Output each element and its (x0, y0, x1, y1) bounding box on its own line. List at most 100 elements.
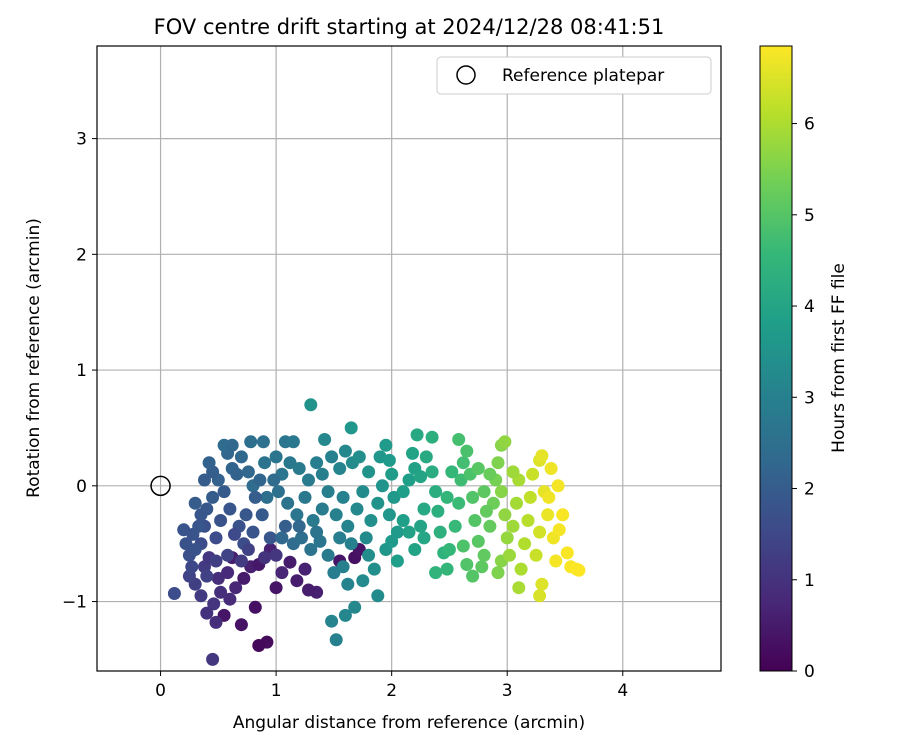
data-point (390, 554, 404, 568)
data-point (471, 534, 485, 548)
data-point (367, 562, 381, 576)
x-tick-label: 0 (155, 681, 166, 701)
data-point (414, 470, 428, 484)
x-axis-label: Angular distance from reference (arcmin) (233, 713, 585, 733)
data-point (506, 519, 520, 533)
legend-marker (456, 65, 476, 85)
data-point (535, 577, 549, 591)
data-point (452, 496, 466, 510)
data-point (456, 456, 470, 470)
data-point (230, 467, 244, 481)
colorbar-bar (759, 45, 793, 672)
data-point (207, 597, 221, 611)
data-point (206, 490, 220, 504)
legend-label: Reference platepar (502, 66, 664, 86)
data-point (298, 490, 312, 504)
data-point (544, 462, 558, 475)
data-point (306, 514, 320, 527)
x-tick-label: 4 (617, 681, 628, 701)
data-point (321, 485, 335, 499)
data-point (429, 566, 443, 580)
data-point (256, 435, 270, 449)
data-point (239, 508, 253, 522)
data-point (234, 618, 248, 632)
data-point (246, 525, 260, 539)
data-point (390, 525, 404, 539)
data-point (498, 435, 512, 449)
data-point (338, 608, 352, 622)
data-point (341, 519, 355, 533)
y-tick-label: 0 (76, 477, 87, 497)
data-point (192, 519, 206, 533)
data-point (518, 537, 532, 551)
data-point (292, 519, 306, 533)
data-point (271, 485, 285, 499)
data-point (460, 444, 474, 458)
data-point (209, 615, 223, 629)
data-point (396, 485, 410, 499)
data-point (533, 589, 547, 603)
legend: Reference platepar (436, 56, 712, 95)
data-point (229, 581, 243, 595)
data-point (194, 589, 208, 603)
x-tick-label: 1 (271, 681, 282, 701)
data-point (440, 490, 454, 504)
data-point (466, 490, 480, 504)
data-point (396, 514, 410, 527)
data-point (375, 479, 389, 493)
data-point (225, 438, 239, 452)
y-axis-label: Rotation from reference (arcmin) (24, 218, 44, 498)
data-point (338, 444, 352, 458)
data-point (506, 465, 520, 479)
data-point (402, 525, 416, 539)
data-point (263, 531, 277, 545)
legend-box (436, 56, 712, 95)
data-point (304, 543, 318, 556)
data-point (460, 558, 474, 571)
x-tick-label: 3 (502, 681, 513, 701)
y-tick-label: 3 (76, 130, 87, 150)
data-point (200, 569, 214, 583)
data-point (198, 473, 211, 487)
data-point (491, 566, 505, 580)
data-point (329, 633, 343, 647)
data-point (290, 508, 304, 522)
data-point (503, 548, 516, 562)
data-point (209, 531, 223, 545)
data-point (217, 485, 231, 499)
data-point (494, 485, 508, 499)
data-point (479, 504, 493, 518)
data-point (278, 519, 292, 533)
data-point (541, 508, 555, 522)
data-point (286, 435, 300, 449)
data-point (526, 467, 540, 481)
data-point (185, 560, 199, 574)
data-point (206, 652, 220, 666)
data-point (452, 433, 466, 446)
colorbar-tick-label: 4 (804, 297, 815, 317)
colorbar-tick-label: 2 (804, 480, 815, 500)
data-point (477, 548, 491, 562)
data-point (551, 479, 565, 493)
data-points (167, 398, 586, 666)
data-point (364, 514, 378, 527)
data-point (298, 562, 312, 576)
colorbar-label: Hours from first FF file (829, 263, 849, 453)
colorbar-tick-label: 6 (804, 115, 815, 135)
data-point (483, 519, 497, 533)
data-point (302, 473, 315, 487)
data-point (468, 514, 482, 527)
data-point (223, 592, 237, 606)
data-point (211, 571, 225, 585)
data-point (514, 562, 528, 576)
data-point (385, 467, 399, 481)
data-point (483, 467, 497, 481)
data-point (177, 523, 191, 537)
data-point (315, 502, 329, 516)
colorbar-tick-label: 1 (804, 571, 815, 591)
data-point (325, 450, 339, 464)
data-point (269, 450, 283, 464)
y-tick-label: 2 (76, 245, 87, 265)
data-point (498, 508, 512, 522)
data-point (402, 473, 416, 487)
